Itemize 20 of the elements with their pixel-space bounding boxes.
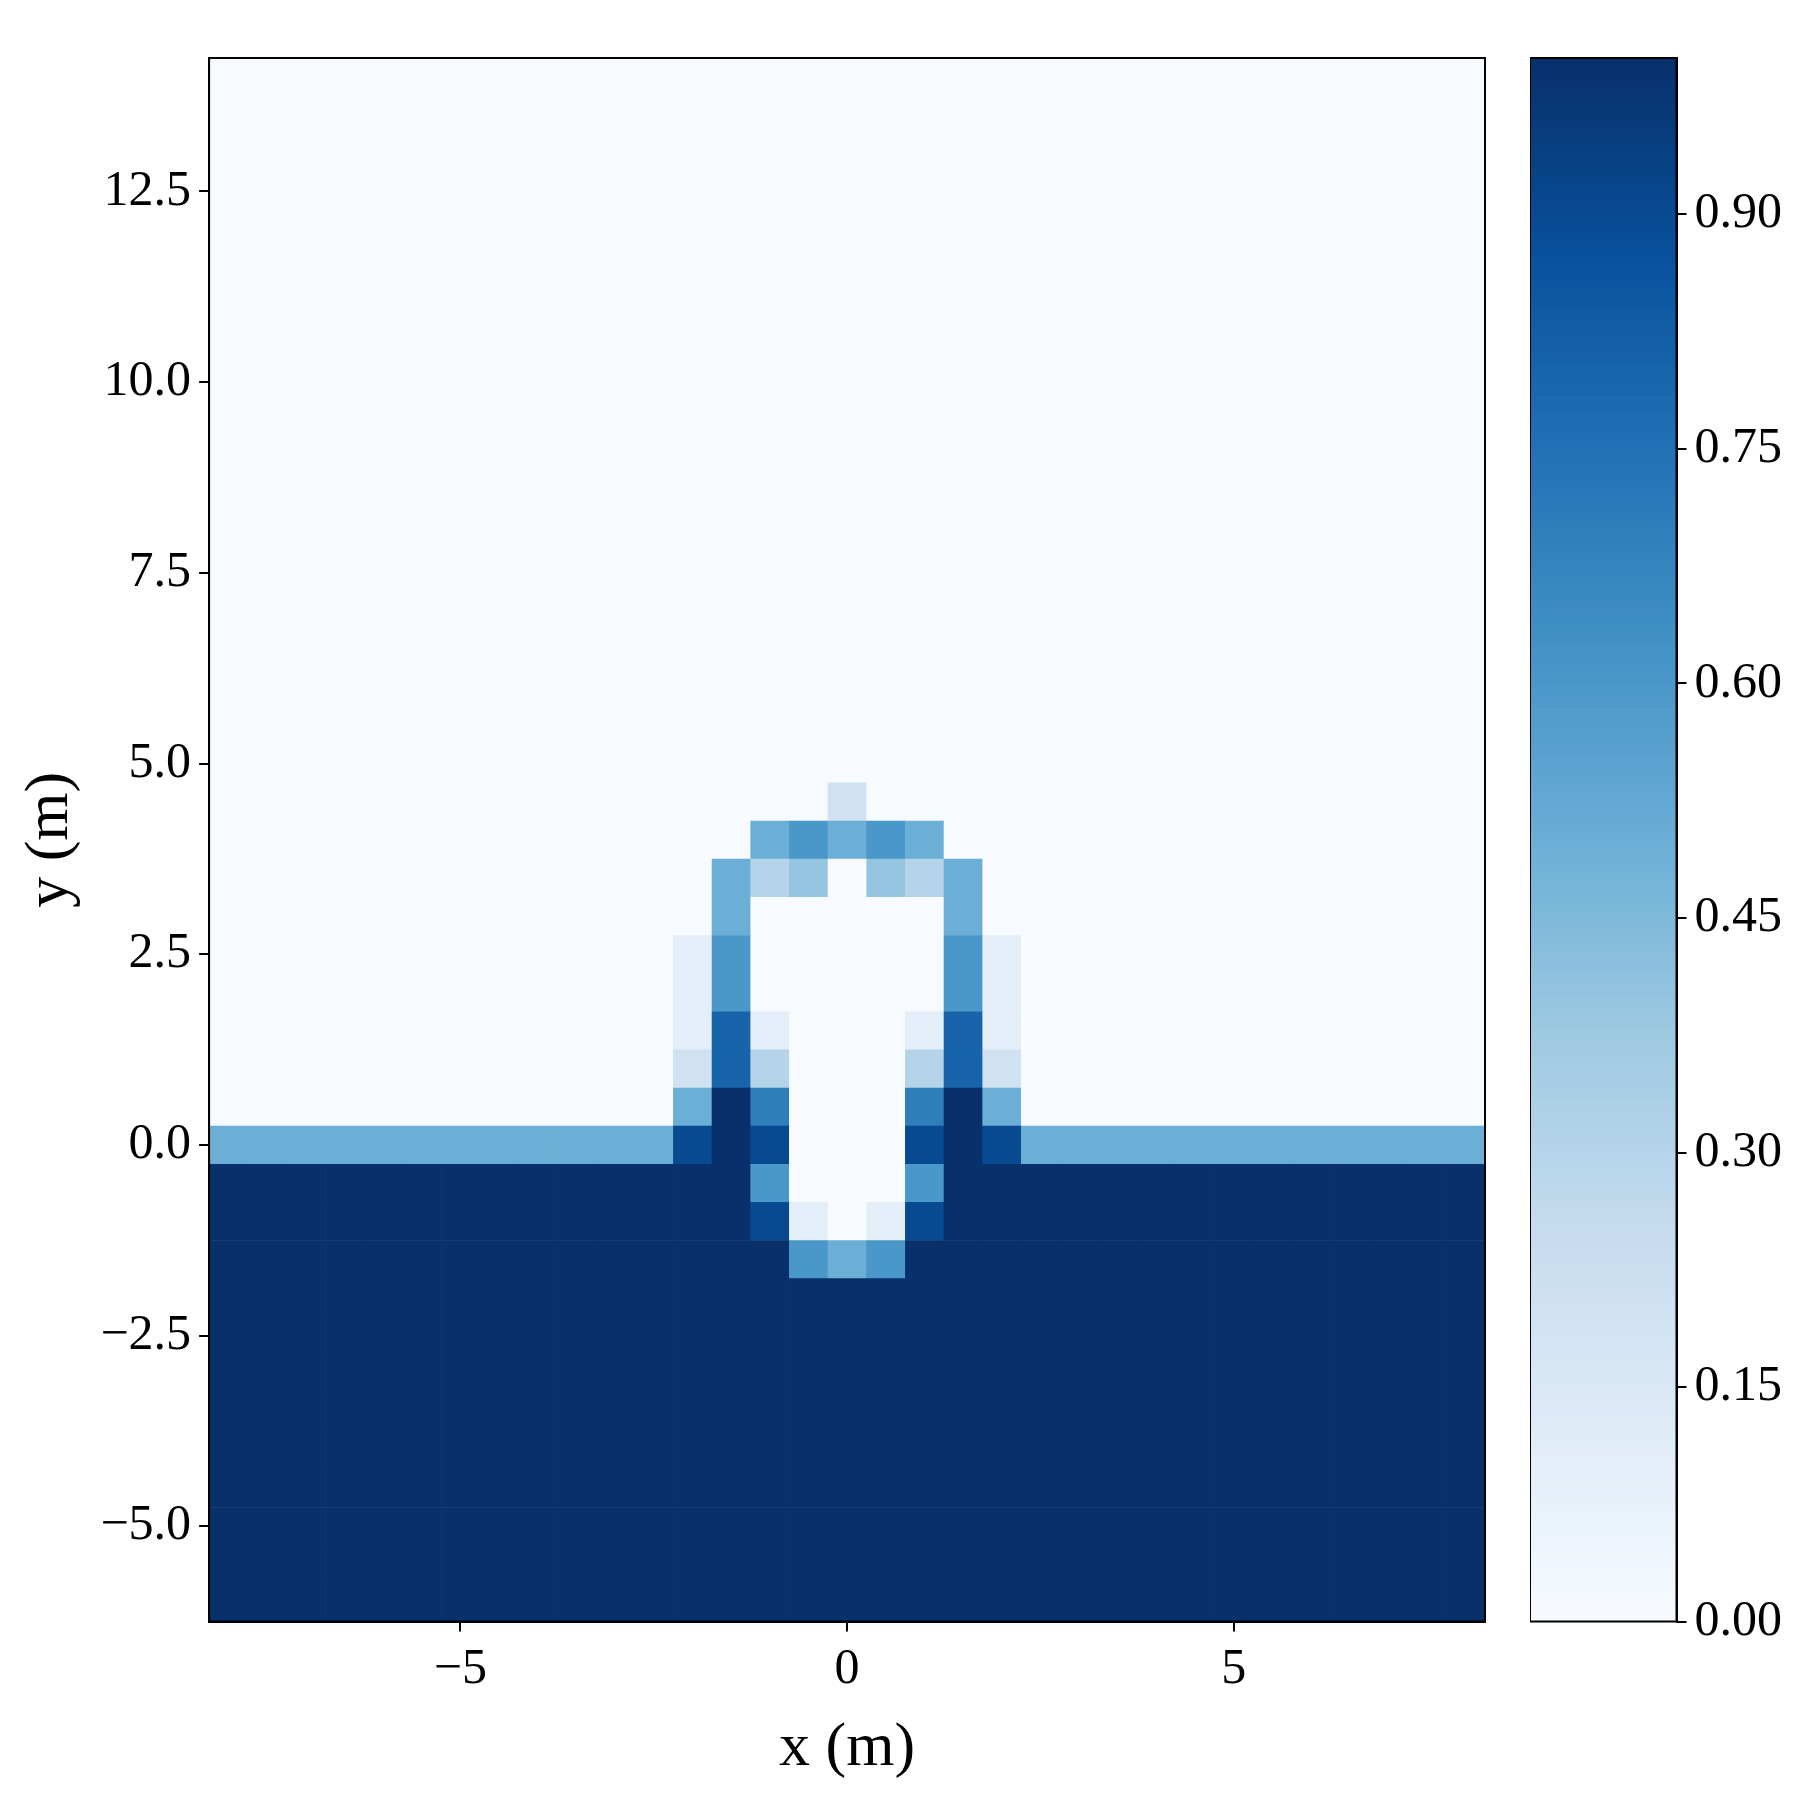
y-tick-label: 5.0: [128, 731, 192, 788]
color-bar-label: 0.30: [1694, 1120, 1782, 1177]
color-bar-label: 0.75: [1694, 417, 1782, 474]
y-tick-label: −2.5: [100, 1303, 192, 1360]
x-tick-label: 5: [1221, 1637, 1247, 1694]
color-bar-label: 0.45: [1694, 886, 1782, 943]
y-tick-label: 12.5: [103, 159, 192, 216]
color-bar-label: 0.00: [1694, 1589, 1782, 1646]
x-tick-label: −5: [433, 1637, 488, 1694]
y-tick-label: −5.0: [100, 1494, 192, 1551]
color-bar-label: 0.60: [1694, 651, 1782, 708]
x-axis-title: x (m): [779, 1710, 916, 1780]
y-axis-title: y (m): [12, 771, 82, 908]
x-tick-label: 0: [834, 1637, 860, 1694]
y-tick-label: 7.5: [128, 540, 192, 597]
y-tick-label: 10.0: [103, 350, 192, 407]
color-bar-label: 0.15: [1694, 1355, 1782, 1412]
color-bar-label: 0.90: [1694, 182, 1782, 239]
y-tick-label: 2.5: [128, 922, 192, 979]
y-tick-label: 0.0: [128, 1113, 192, 1170]
